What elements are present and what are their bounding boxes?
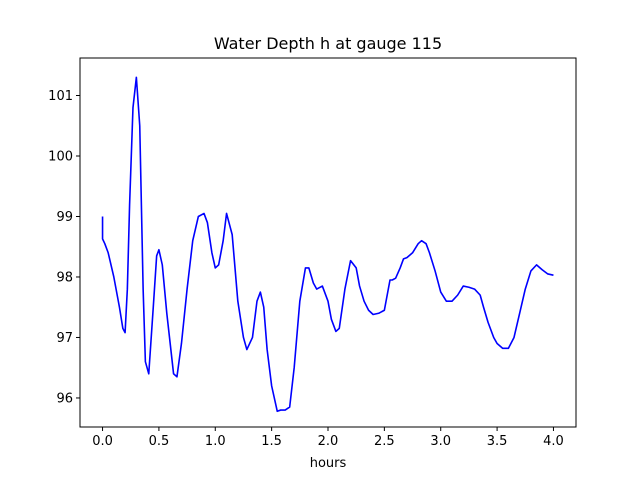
x-tick-label: 1.5 <box>261 434 282 449</box>
y-tick-label: 98 <box>56 270 73 285</box>
x-tick-label: 1.0 <box>205 434 226 449</box>
y-tick-label: 101 <box>48 89 73 104</box>
x-axis: 0.0 0.5 1.0 1.5 2.0 2.5 3.0 3.5 4.0 <box>92 427 564 449</box>
y-axis: 96 97 98 99 100 101 <box>48 89 80 406</box>
x-axis-label: hours <box>310 456 347 471</box>
y-tick-label: 97 <box>56 331 73 346</box>
y-tick-label: 99 <box>56 210 73 225</box>
chart-title: Water Depth h at gauge 115 <box>214 34 442 53</box>
x-tick-label: 2.0 <box>318 434 339 449</box>
y-tick-label: 96 <box>56 391 73 406</box>
x-tick-label: 2.5 <box>374 434 395 449</box>
x-tick-label: 4.0 <box>543 434 564 449</box>
x-tick-label: 0.0 <box>92 434 113 449</box>
x-tick-label: 0.5 <box>149 434 170 449</box>
series-line-1 <box>101 76 554 413</box>
x-tick-label: 3.5 <box>487 434 508 449</box>
x-tick-label: 3.0 <box>430 434 451 449</box>
y-tick-label: 100 <box>48 149 73 164</box>
